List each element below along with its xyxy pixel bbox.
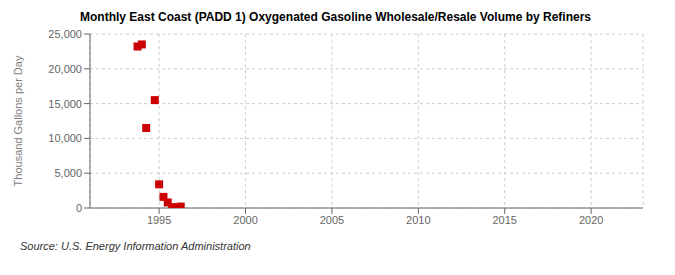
svg-text:2000: 2000	[233, 214, 257, 226]
svg-text:Thousand Gallons per Day: Thousand Gallons per Day	[12, 55, 24, 186]
html-text:Source: U.S. Energy Informatio: Source: U.S. Energy Information Administ…	[20, 240, 251, 252]
svg-text:2005: 2005	[320, 214, 344, 226]
svg-text:25,000: 25,000	[48, 28, 82, 40]
svg-text:0: 0	[76, 202, 82, 214]
svg-text:2015: 2015	[493, 214, 517, 226]
svg-text:2020: 2020	[579, 214, 603, 226]
svg-text:5,000: 5,000	[54, 167, 82, 179]
svg-text:20,000: 20,000	[48, 63, 82, 75]
svg-text:1995: 1995	[147, 214, 171, 226]
svg-text:10,000: 10,000	[48, 132, 82, 144]
svg-text:2010: 2010	[406, 214, 430, 226]
html-text:Monthly East Coast (PADD 1) Ox: Monthly East Coast (PADD 1) Oxygenated G…	[80, 10, 591, 24]
svg-text:15,000: 15,000	[48, 98, 82, 110]
